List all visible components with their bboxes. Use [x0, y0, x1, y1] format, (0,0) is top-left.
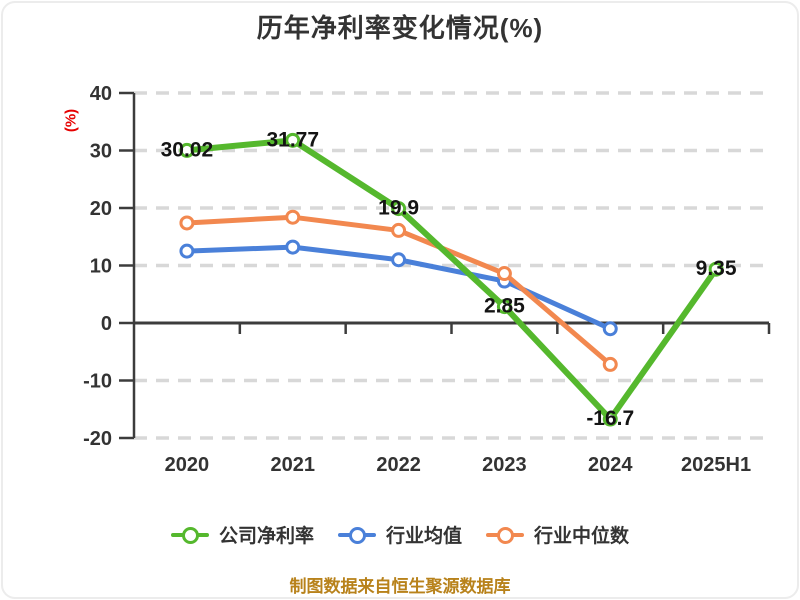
data-label-series-0: 19.9: [378, 197, 419, 220]
data-point-series-2: [179, 215, 195, 231]
x-axis-category-label: 2023: [482, 454, 527, 476]
legend-line-dot-icon: [170, 526, 209, 544]
data-point-series-2: [496, 266, 512, 282]
data-point-series-2: [285, 209, 301, 225]
legend-label: 行业均值: [385, 526, 462, 547]
series-line-0: [183, 137, 720, 423]
chart-title: 历年净利率变化情况(%): [256, 13, 544, 43]
y-axis-tick-label: -20: [83, 428, 112, 450]
data-point-series-0: [179, 142, 195, 158]
y-axis-tick-label: 10: [90, 256, 112, 278]
y-axis-tick-label: 30: [90, 141, 112, 163]
y-axis-tick-label: 40: [90, 83, 112, 105]
data-point-series-2: [391, 222, 407, 238]
data-point-series-0: [602, 411, 618, 427]
data-label-series-0: 2.85: [484, 295, 525, 318]
plot-area[interactable]: 40 30 20 10 0 -10 -20 2020 2021 2022 2023 2024 2025H…: [0, 0, 800, 500]
data-point-series-0: [708, 261, 724, 277]
data-point-series-2: [602, 356, 618, 372]
data-label-series-0: 31.77: [266, 128, 319, 151]
y-axis-tick-label: 0: [101, 313, 112, 335]
legend-item-industry-mean[interactable]: 行业均值: [337, 521, 462, 548]
legend-label: 公司净利率: [218, 526, 314, 547]
data-label-series-0: 30.02: [161, 138, 214, 161]
data-point-series-0: [496, 299, 512, 315]
data-point-series-1: [602, 321, 618, 337]
x-axis-category-label: 2022: [376, 454, 421, 476]
legend-item-company-net-margin[interactable]: 公司净利率: [170, 521, 314, 548]
x-axis-category-label: 2024: [588, 454, 633, 476]
legend-item-industry-median[interactable]: 行业中位数: [486, 521, 629, 548]
data-point-series-1: [179, 243, 195, 259]
legend-line-dot-icon: [486, 526, 524, 544]
legend-line-dot-icon: [337, 526, 376, 544]
x-axis-category-label: 2021: [271, 454, 316, 476]
y-axis-tick-label: -10: [83, 371, 112, 393]
data-point-series-0: [285, 132, 301, 148]
x-axis-category-label: 2020: [165, 454, 210, 476]
legend-label: 行业中位数: [534, 526, 630, 547]
x-axis-category-label: 2025H1: [681, 454, 751, 476]
data-label-series-0: 9.35: [696, 257, 737, 280]
series-line-2: [184, 214, 613, 367]
data-source-caption: 制图数据来自恒生聚源数据库: [289, 577, 511, 596]
data-point-series-1: [285, 239, 301, 255]
y-axis-tick-label: 20: [90, 198, 112, 220]
legend: 公司净利率 行业均值 行业中位数: [0, 521, 800, 548]
data-point-series-1: [391, 252, 407, 268]
data-point-series-0: [391, 201, 407, 217]
data-label-series-0: -16.7: [586, 407, 634, 430]
